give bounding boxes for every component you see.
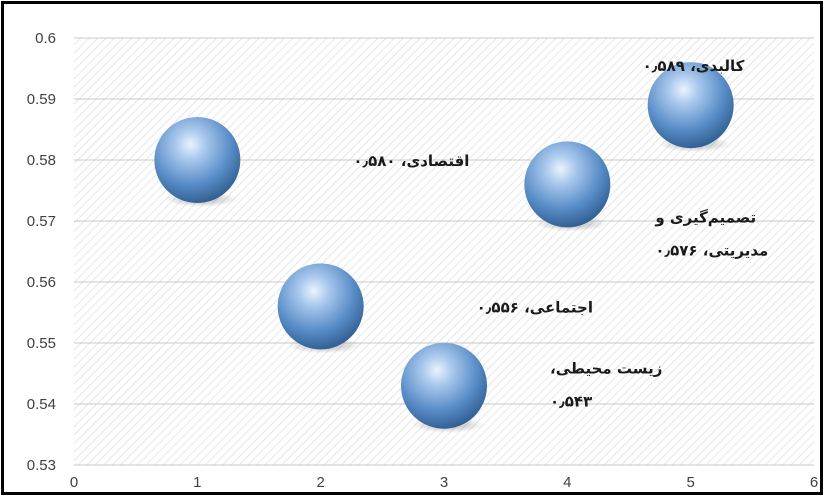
bubble (524, 141, 611, 228)
x-tick-label: 5 (686, 474, 694, 491)
y-tick-label: 0.55 (27, 335, 56, 352)
bubbles (154, 62, 734, 433)
x-axis-ticks: 0 1 2 3 4 5 6 (70, 474, 818, 491)
x-tick-label: 2 (316, 474, 324, 491)
bubble-label: تصمیم‌گیری و (654, 208, 756, 226)
bubble (154, 117, 241, 203)
bubble-label: مدیریتی، ۰٫۵۷۶ (655, 241, 768, 259)
y-tick-label: 0.53 (27, 457, 56, 474)
bubble-label: کالبدی، ۰٫۵۸۹ (643, 57, 745, 75)
bubble-label: اجتماعی، ۰٫۵۵۶ (477, 298, 593, 316)
bubble (647, 62, 734, 149)
bubble (277, 263, 364, 350)
x-tick-label: 3 (440, 474, 448, 491)
x-tick-label: 6 (810, 474, 818, 491)
x-tick-label: 4 (563, 474, 571, 491)
x-tick-label: 0 (70, 474, 78, 491)
y-tick-label: 0.54 (27, 396, 56, 413)
y-tick-label: 0.59 (27, 91, 56, 108)
bubble-label: اقتصادی، ۰٫۵۸۰ (353, 152, 469, 170)
y-tick-label: 0.57 (27, 213, 56, 230)
bubble-label: ۰٫۵۴۳ (550, 393, 592, 411)
y-tick-label: 0.6 (35, 30, 56, 47)
y-tick-label: 0.58 (27, 152, 56, 169)
y-tick-label: 0.56 (27, 274, 56, 291)
x-tick-label: 1 (193, 474, 201, 491)
y-axis-ticks: 0.6 0.59 0.58 0.57 0.56 0.55 0.54 0.53 (27, 30, 56, 474)
bubble-label: زیست محیطی، (550, 360, 662, 378)
bubble (401, 342, 487, 429)
bubble-labels: اقتصادی، ۰٫۵۸۰ اجتماعی، ۰٫۵۵۶ زیست محیطی، ۰… (353, 57, 768, 411)
